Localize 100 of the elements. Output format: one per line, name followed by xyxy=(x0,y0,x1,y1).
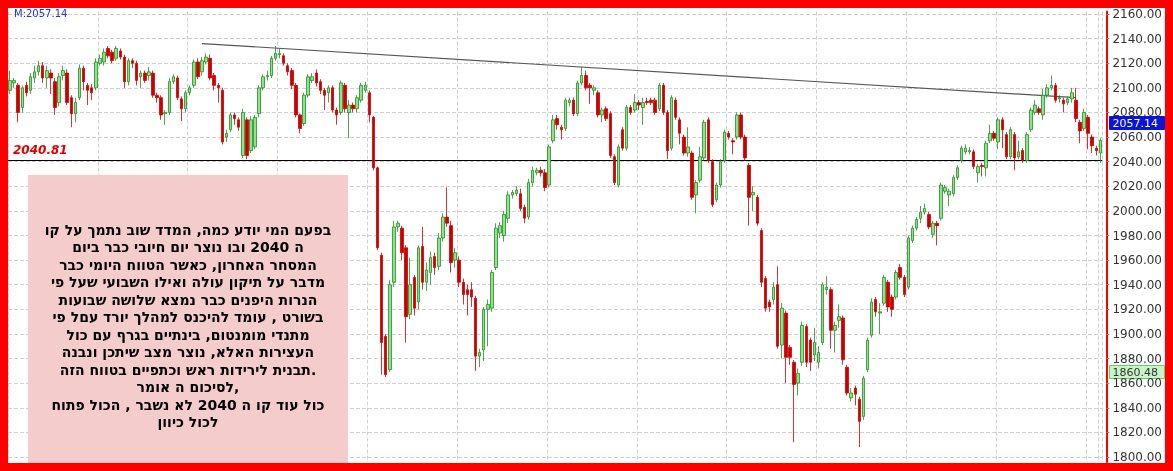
candlestick xyxy=(151,70,155,99)
candlestick xyxy=(796,368,800,396)
y-tick-label: 1920.00 xyxy=(1112,302,1162,317)
candlestick xyxy=(1082,108,1086,132)
candlestick xyxy=(147,66,151,81)
candlestick xyxy=(894,269,898,300)
candlestick xyxy=(127,57,130,86)
candlestick xyxy=(555,114,559,131)
candlestick xyxy=(225,129,228,143)
candlestick xyxy=(494,222,498,271)
y-tick-label: 1800.00 xyxy=(1112,450,1162,465)
candlestick xyxy=(629,104,632,116)
candlestick xyxy=(543,168,547,192)
candlestick xyxy=(21,84,24,113)
candlestick xyxy=(780,302,784,359)
y-tick-label: 1980.00 xyxy=(1112,228,1162,243)
candlestick xyxy=(866,337,869,373)
candlestick xyxy=(792,359,796,443)
candlestick xyxy=(723,129,726,164)
candlestick xyxy=(94,57,98,91)
candlestick xyxy=(16,82,20,123)
y-tick-label: 2020.00 xyxy=(1112,179,1162,194)
candlestick xyxy=(221,87,224,145)
candlestick xyxy=(478,348,481,368)
candlestick xyxy=(547,144,551,188)
candlestick xyxy=(841,315,845,366)
candlestick xyxy=(135,60,138,86)
candlestick xyxy=(784,310,788,384)
text: בפעם המי יודע כמה, המדד שוב נתמך על קו ה 2040 ובו נוצר יום חיובי כבר ביום המסחר האחרון, כאשר הטווח היומי כבר מדבר על תיקון עולה ואילו השבועי שעל פי הנרות היפנים כבר נמצא שלושה שבועות בשורט , עומד להיכנס למהלך יורד עםל פי מתנדי מומנטום, בינתיים בגרף עם כול העצירות האלא, נוצר מצב שיתכן ונבנה תבנית לירידות ראש וכתפיים בטווח הזה. לסיכום ה אומר, כול עוד קו ה 2040 לא נשבר , הכול פתוח לכול כיוון xyxy=(44,221,332,431)
candlestick xyxy=(253,114,257,150)
candlestick xyxy=(854,385,857,406)
candlestick xyxy=(653,97,657,116)
y-tick-label: 2140.00 xyxy=(1112,31,1162,46)
candlestick xyxy=(176,75,179,101)
candlestick xyxy=(711,158,714,208)
y-tick-label: 1900.00 xyxy=(1112,326,1162,341)
candlestick xyxy=(976,163,980,183)
candlestick xyxy=(727,130,730,140)
candlestick xyxy=(658,82,661,112)
y-tick-label: 1880.00 xyxy=(1112,351,1162,366)
candlestick xyxy=(984,140,988,177)
candlestick xyxy=(249,115,253,154)
candlestick xyxy=(8,70,12,95)
candlestick xyxy=(347,99,351,139)
candlestick xyxy=(690,150,694,201)
candlestick xyxy=(368,89,371,123)
candlestick xyxy=(882,274,886,307)
candlestick xyxy=(474,295,477,372)
candlestick xyxy=(82,65,85,91)
candlestick xyxy=(735,112,739,140)
candlestick xyxy=(1058,94,1061,103)
candlestick xyxy=(180,96,183,122)
candlestick xyxy=(862,375,865,421)
candlestick xyxy=(939,182,943,222)
candlestick xyxy=(670,94,673,151)
candlestick xyxy=(617,144,620,188)
candlestick xyxy=(682,134,686,156)
candlestick xyxy=(776,265,779,350)
candlestick xyxy=(433,252,436,276)
candlestick xyxy=(927,211,931,230)
candlestick xyxy=(992,130,996,142)
candlestick xyxy=(41,61,44,84)
candlestick xyxy=(25,81,28,97)
y-tick-label: 1860.00 xyxy=(1112,376,1162,391)
candlestick xyxy=(200,56,204,76)
y-tick-label: 2060.00 xyxy=(1112,130,1162,145)
candlestick xyxy=(417,244,420,310)
candlestick xyxy=(229,112,232,133)
candlestick xyxy=(960,145,963,164)
candlestick xyxy=(282,52,285,67)
candlestick xyxy=(747,162,751,227)
candlestick xyxy=(351,102,355,113)
candlestick xyxy=(184,89,187,113)
candlestick xyxy=(245,116,249,160)
candlestick xyxy=(1090,134,1094,154)
candlestick xyxy=(1078,119,1082,144)
y-tick-label: 1820.00 xyxy=(1112,425,1162,440)
ref-line-label: 2040.81 xyxy=(13,142,68,157)
candlestick xyxy=(751,185,755,212)
candlestick xyxy=(805,323,808,368)
candlestick xyxy=(800,321,804,367)
candlestick xyxy=(756,194,759,227)
candlestick xyxy=(453,247,457,268)
candlestick xyxy=(980,162,984,177)
candlestick xyxy=(613,153,616,186)
candlestick xyxy=(1005,131,1008,160)
candlestick xyxy=(1025,131,1029,164)
candlestick xyxy=(845,364,849,396)
candlestick xyxy=(886,279,890,313)
candlestick xyxy=(78,64,81,101)
candlestick xyxy=(421,226,424,291)
y-tick-label: 2000.00 xyxy=(1112,203,1162,218)
candlestick xyxy=(1013,131,1016,171)
y-tick-label: 1840.00 xyxy=(1112,400,1162,415)
candlestick xyxy=(1074,87,1078,123)
candlestick xyxy=(600,107,604,123)
candlestick xyxy=(870,297,873,339)
candlestick xyxy=(1070,87,1074,103)
annotation: M:2057.14 xyxy=(14,7,68,19)
candlestick xyxy=(196,57,200,80)
